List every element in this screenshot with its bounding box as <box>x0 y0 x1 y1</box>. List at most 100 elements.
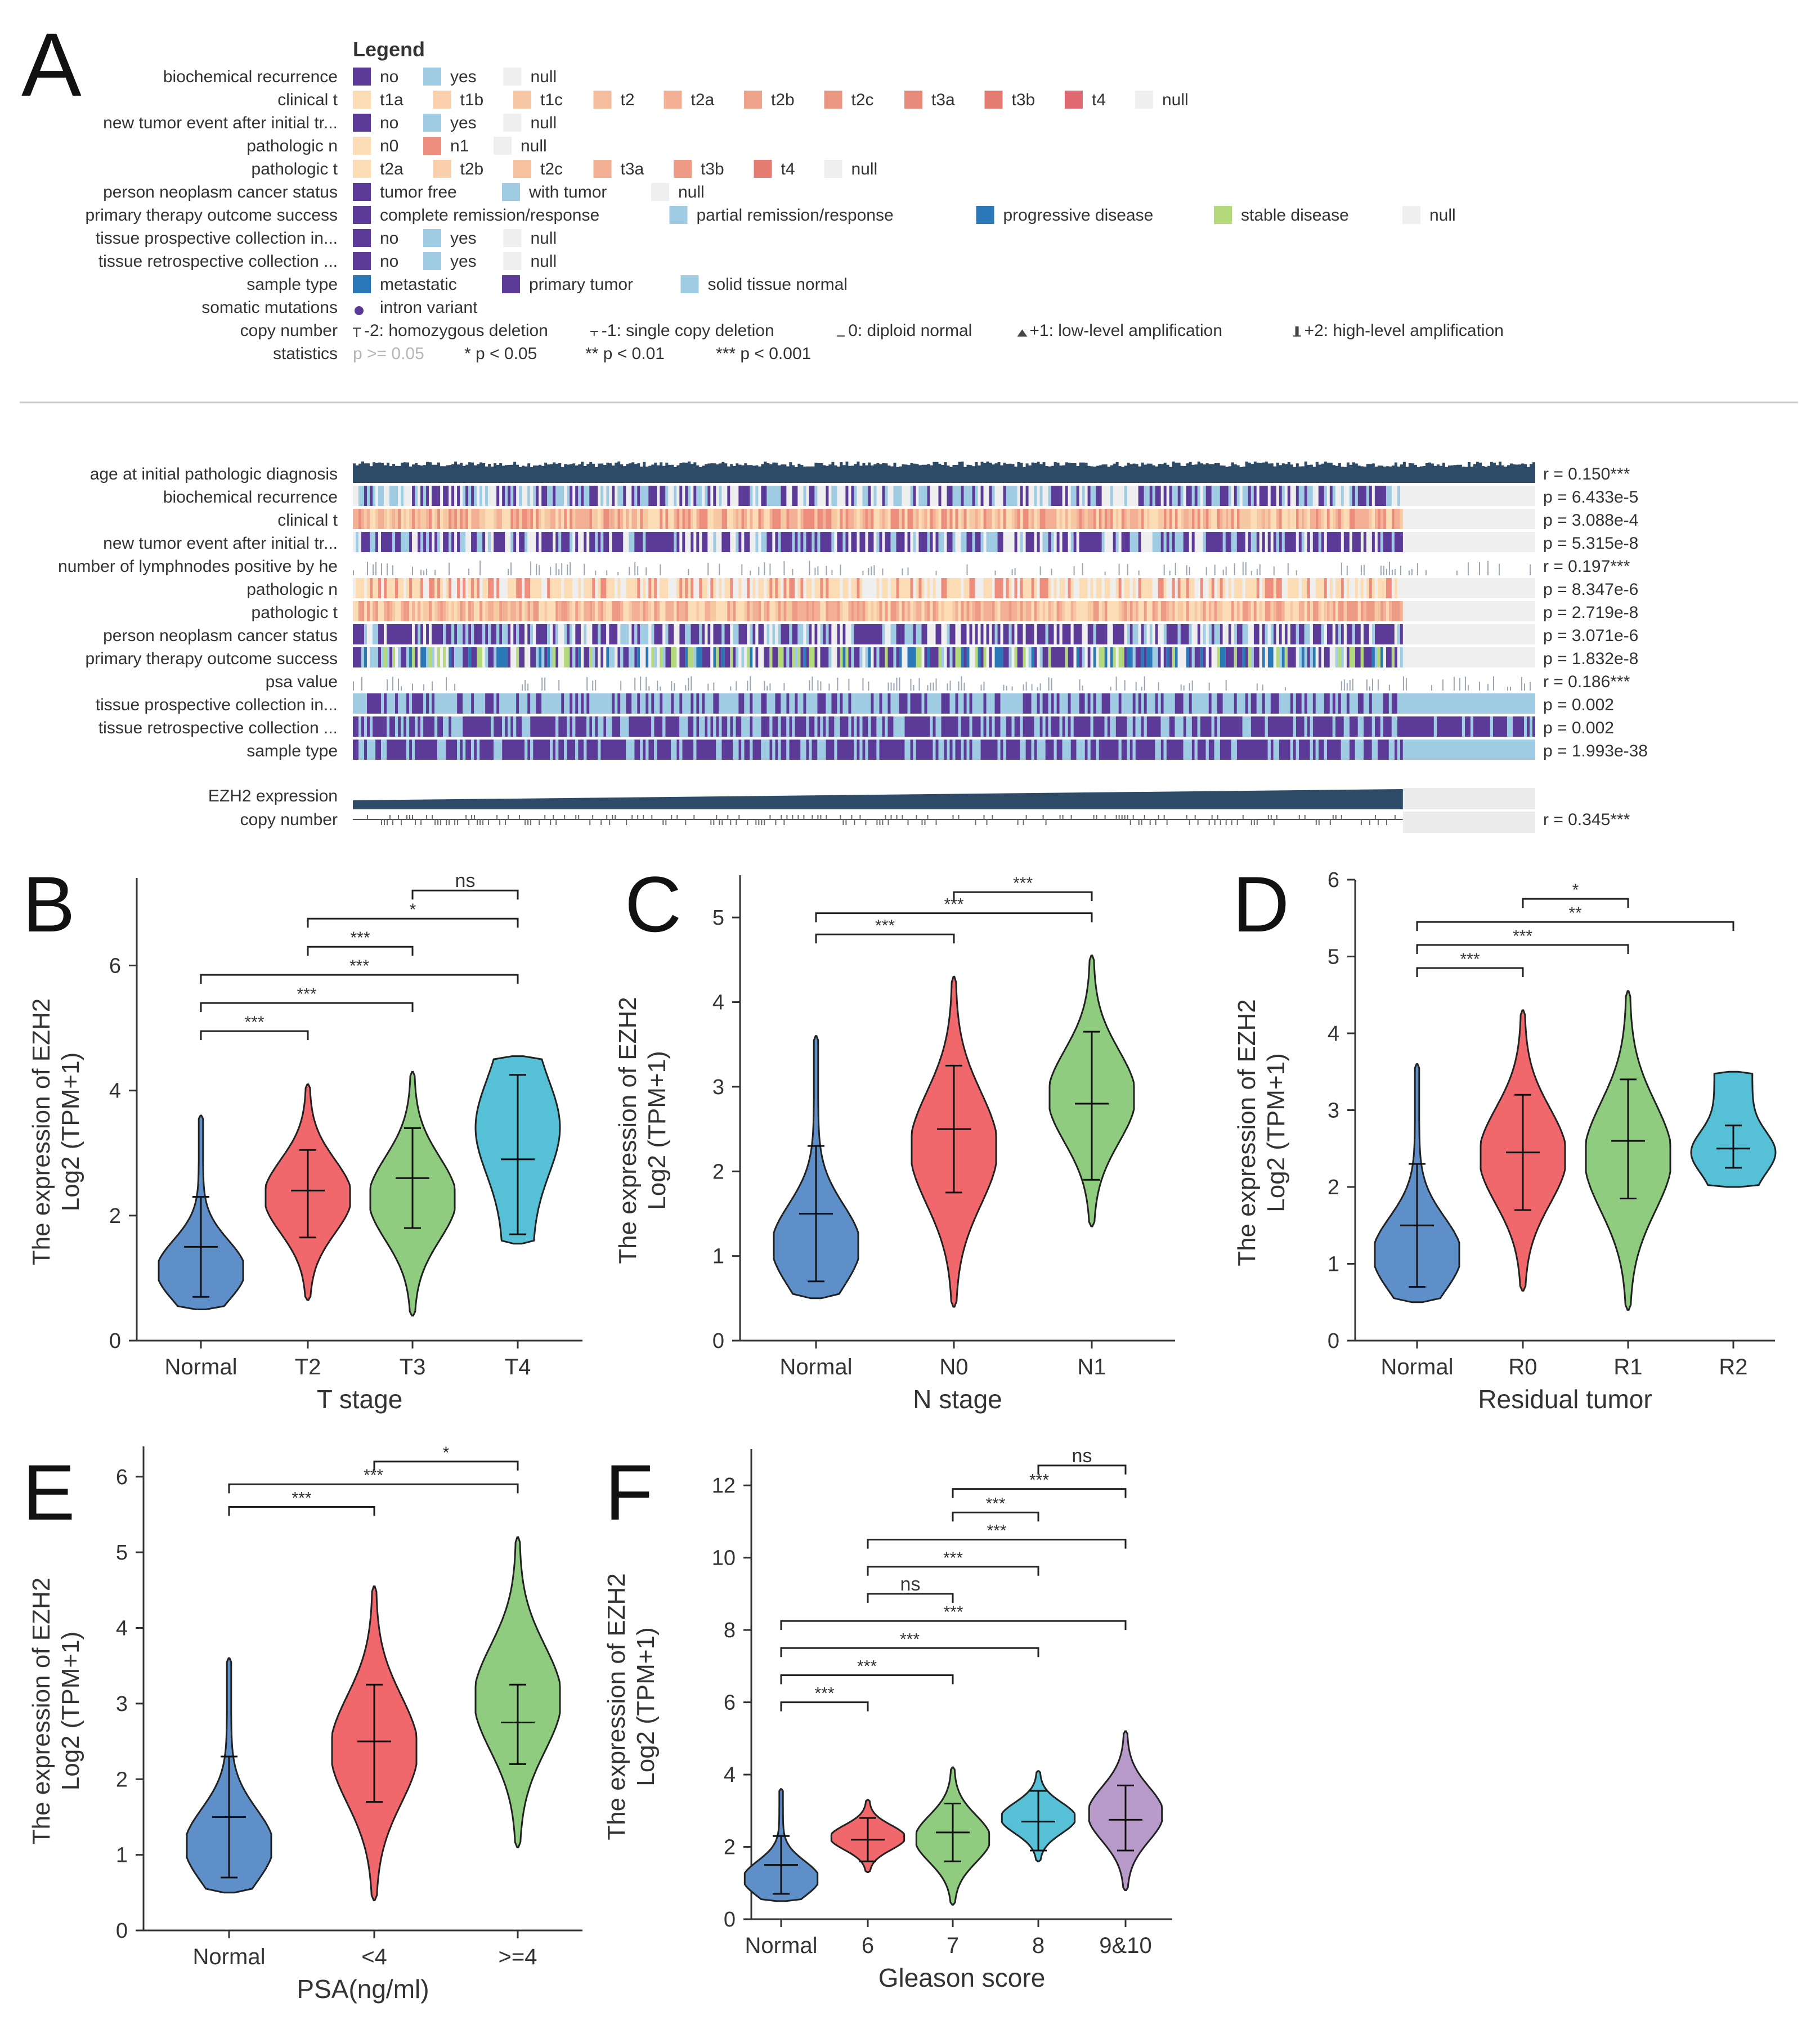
y-tick-label: 1 <box>1328 1253 1339 1276</box>
y-tick-label: 1 <box>116 1844 128 1867</box>
legend-item-label: t3b <box>701 160 724 178</box>
heatmap-track-cells <box>373 601 1403 621</box>
x-tick-label: T2 <box>295 1355 321 1379</box>
x-tick-label: R0 <box>1508 1355 1537 1379</box>
copy-number-item: +2: high-level amplification <box>1305 321 1504 340</box>
comparison-bracket <box>780 1674 954 1684</box>
y-tick-label: 4 <box>712 991 724 1015</box>
heatmap-track-cells <box>364 647 1383 667</box>
y-axis-title: The expression of EZH2 <box>28 1578 55 1844</box>
copy-number-item: -2: homozygous deletion <box>364 321 548 340</box>
y-tick-label: 2 <box>1328 1176 1339 1199</box>
comparison-bracket <box>1416 921 1734 931</box>
heatmap-track-cells <box>1402 601 1535 621</box>
x-tick-label: 6 <box>862 1933 874 1958</box>
comparison-label: ns <box>1072 1445 1092 1467</box>
comparison-label: ns <box>455 870 476 891</box>
legend-row-name: copy number <box>240 321 338 340</box>
legend-dot <box>355 306 364 315</box>
legend-row-name: primary therapy outcome success <box>85 206 338 225</box>
legend-item-label: t1c <box>540 91 563 109</box>
comparison-label: ns <box>900 1574 921 1595</box>
y-tick-label: 2 <box>109 1204 121 1228</box>
heatmap-track-name: psa value <box>266 673 338 691</box>
comparison-bracket <box>867 1566 1039 1576</box>
legend-item-label: no <box>380 229 398 248</box>
comparison-label: *** <box>292 1489 311 1508</box>
comparison-label: *** <box>1013 874 1033 893</box>
x-tick-label: >=4 <box>499 1945 537 1969</box>
y-tick-label: 8 <box>724 1619 736 1642</box>
comparison-bracket <box>411 889 519 900</box>
heatmap-track-stat: p = 0.002 <box>1543 696 1614 714</box>
heatmap-track-cells <box>356 532 1395 552</box>
x-axis-title: Gleason score <box>878 1963 1046 1992</box>
comparison-bracket <box>815 912 1093 922</box>
legend-item-label: null <box>1429 206 1456 225</box>
legend-swatch <box>494 137 512 155</box>
legend-swatch <box>502 275 520 293</box>
heatmap-track-stat: p = 6.433e-5 <box>1543 488 1638 507</box>
x-axis-title: T stage <box>317 1385 403 1414</box>
heatmap-track-name: sample type <box>246 742 338 760</box>
comparison-bracket <box>200 974 519 984</box>
legend-item-label: no <box>380 68 398 86</box>
y-tick-label: 3 <box>712 1076 724 1099</box>
heatmap-track-stat: p = 8.347e-6 <box>1543 580 1638 599</box>
heatmap-track-name: EZH2 expression <box>208 787 338 805</box>
legend-swatch <box>353 183 371 201</box>
heatmap-track-stat: r = 0.150*** <box>1543 465 1630 483</box>
legend-item-label: with tumor <box>528 183 607 201</box>
comparison-label: *** <box>297 985 316 1003</box>
legend-swatch <box>353 229 371 247</box>
legend-item-label: t1a <box>380 91 404 109</box>
y-tick-label: 6 <box>116 1466 128 1489</box>
legend-item-label: t2b <box>771 91 795 109</box>
legend-item-label: null <box>531 68 557 86</box>
legend-swatch <box>503 252 522 270</box>
heatmap-track-name: clinical t <box>277 511 338 530</box>
y-tick-label: 10 <box>712 1547 736 1570</box>
comparison-bracket <box>952 1488 1127 1498</box>
panel-b: B 0 2 4 6 The expression of EZH2 Log2 (TPM+1) N… <box>23 860 582 1414</box>
comparison-label: *** <box>875 916 895 935</box>
y-axis-title: The expression of EZH2 <box>614 997 642 1264</box>
legend-row-name: biochemical recurrence <box>163 68 338 86</box>
heatmap-track-cells <box>353 601 1389 621</box>
legend-row-name: statistics <box>273 344 338 363</box>
legend-item-label: t1b <box>460 91 484 109</box>
legend-swatch <box>503 68 522 86</box>
comparison-bracket <box>780 1647 1039 1657</box>
heatmap-track-name: primary therapy outcome success <box>85 649 338 668</box>
y-tick-label: 6 <box>724 1691 736 1715</box>
legend-item-label: n1 <box>450 137 469 155</box>
heatmap-track-cells <box>353 647 1397 667</box>
x-tick-label: <4 <box>361 1945 387 1969</box>
heatmap-track-name: tissue retrospective collection ... <box>98 719 338 737</box>
expression-track <box>353 789 1403 809</box>
heatmap-track-name: new tumor event after initial tr... <box>103 534 338 553</box>
legend-swatch <box>423 137 441 155</box>
y-tick-label: 4 <box>116 1617 128 1641</box>
heatmap-track-cells <box>358 486 1400 506</box>
x-tick-label: 8 <box>1032 1933 1045 1958</box>
legend-swatch <box>513 160 531 178</box>
legend-swatch <box>503 114 522 132</box>
legend-swatch <box>1214 206 1232 224</box>
heatmap-track-cells <box>353 716 1535 737</box>
heatmap-track-stat: r = 0.197*** <box>1543 557 1630 576</box>
y-tick-label: 12 <box>712 1474 736 1498</box>
legend-row-name: tissue prospective collection in... <box>96 229 338 248</box>
heatmap-track-cells <box>1402 509 1535 529</box>
legend-swatch <box>353 275 371 293</box>
legend-item-label: t4 <box>781 160 795 178</box>
legend-swatch <box>502 183 520 201</box>
heatmap-track-name: tissue prospective collection in... <box>96 696 338 714</box>
x-axis-title: N stage <box>913 1385 1002 1414</box>
comparison-bracket <box>952 1511 1039 1522</box>
legend-item-label: metastatic <box>380 275 457 294</box>
heatmap-track-cells <box>358 601 1400 621</box>
legend-item-label: partial remission/response <box>697 206 894 225</box>
